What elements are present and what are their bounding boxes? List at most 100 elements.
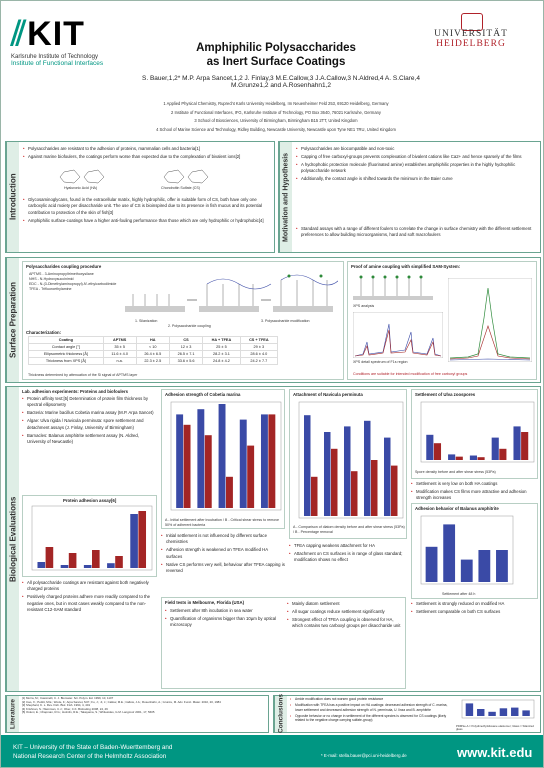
ulva-title: Settlement of Ulva zoospores: [415, 392, 476, 397]
author-list: S. Bauer,1,2* M.P. Arpa Sancet,1,2 J. Fi…: [142, 75, 420, 89]
navicula-title: Attachment of Navicula perminuta: [293, 392, 363, 397]
bar: [448, 454, 456, 460]
institute-name: Institute of Functional Interfaces: [11, 60, 104, 67]
bar: [324, 432, 331, 516]
kit-logo-block: ⫽KIT Karlsruhe Institute of Technology I…: [11, 15, 121, 67]
field-title: Field tests in Melbourne, Florida (USA): [165, 600, 245, 605]
bar: [477, 709, 485, 716]
protein-bullets: All polysaccharide coatings are resistan…: [22, 580, 157, 615]
bar: [107, 563, 115, 568]
field-list-right: Mainly diatom settlement All sugar coati…: [287, 601, 402, 631]
bar: [499, 708, 508, 716]
bar: [513, 426, 521, 460]
sam-diagram: [353, 275, 433, 300]
bar: [45, 547, 54, 568]
cobetia-bullets: Initial settlement is not influenced by …: [161, 533, 285, 576]
bar: [499, 448, 507, 460]
step-2: 2. Polysaccharide coupling: [168, 324, 211, 328]
affiliations: 1 Applied Physical Chemistry, Ruprecht K…: [156, 101, 396, 132]
bar: [68, 553, 77, 568]
balanus-box: Adhesion behavior of Balanus amphitrite …: [411, 503, 538, 599]
heidelberg-seal-icon: [461, 13, 483, 31]
conclusions-list: Amide modification does not worsen good …: [290, 697, 450, 724]
conclusions-tab: Conclusions: [274, 694, 287, 734]
lab-title: Lab. adhesion experiments: Proteins and …: [22, 389, 129, 394]
protein-title: Protein adhesion assay[6]: [63, 498, 117, 503]
conclusion-legend-note: PDMSe-A = Polydimethylsiloxane elastomer…: [456, 724, 534, 732]
lab-experiments: Lab. adhesion experiments: Proteins and …: [22, 389, 157, 499]
motivation-tab: Motivation and Hypothesis: [279, 142, 292, 252]
bar: [455, 456, 463, 460]
step-3: 3. Polysaccharide modification: [261, 319, 310, 323]
procedure-title: Polysaccharides coupling procedure: [26, 264, 102, 269]
bar: [138, 511, 147, 568]
conditions-note: Conditions are suitable for intended mod…: [353, 372, 468, 376]
motivation-list: Polysaccharides are biocompatible and no…: [296, 146, 538, 184]
xps-caption: XPS analysis: [353, 304, 375, 308]
poster-title: Amphiphilic Polysaccharides as Inert Sur…: [196, 42, 356, 68]
cobetia-caption: A - Initial settlement after incubation …: [165, 518, 280, 527]
bar: [83, 565, 92, 568]
bar: [511, 707, 519, 716]
bar: [92, 550, 100, 568]
ha-label: Hyaluronic Acid (HA): [64, 186, 98, 190]
cobetia-chart: [170, 401, 282, 511]
bar: [60, 565, 69, 568]
navicula-box: Attachment of Navicula perminuta A - Com…: [289, 389, 407, 539]
kit-logo: ⫽KIT: [11, 15, 85, 53]
bar: [521, 432, 529, 460]
bar: [311, 476, 318, 516]
characterization-table: Coating APTMS HA CS HA + TFEA CS + TFEA Conta…: [28, 336, 279, 365]
bar: [344, 426, 351, 516]
introduction-panel: Introduction Polysaccharides are resista…: [5, 141, 275, 253]
balanus-title: Adhesion behavior of Balanus amphitrite: [415, 506, 499, 511]
bar: [183, 424, 191, 508]
navicula-caption: A - Comparison of diatom density before …: [293, 525, 405, 534]
website-link[interactable]: www.kit.edu: [457, 745, 533, 760]
bar: [37, 562, 46, 568]
bar: [491, 437, 499, 460]
field-list: Settlement after 8th incubation in sea w…: [165, 608, 280, 630]
xps-f1s-chart: [448, 278, 532, 362]
bar: [130, 514, 138, 568]
introduction-tab: Introduction: [6, 142, 19, 252]
bar: [226, 476, 233, 508]
bar: [239, 419, 247, 508]
bar: [477, 457, 485, 460]
bar: [371, 460, 378, 516]
bar: [268, 414, 276, 508]
literature-list: [1] Morra, M.; Cassinelli, C. J. Biomate…: [22, 696, 221, 715]
bar: [218, 404, 226, 508]
literature-tab: Literature: [6, 696, 19, 732]
ulva-box: Settlement of Ulva zoospores Spore densi…: [411, 389, 538, 479]
navicula-chart: [298, 401, 404, 519]
field-chart: [461, 699, 535, 719]
characterization-title: Characterization:: [26, 330, 62, 335]
bar: [351, 471, 358, 516]
introduction-list-2: Glycosaminoglycans, found in the extrace…: [23, 197, 271, 226]
footer-text: KIT – University of the State of Baden-W…: [13, 744, 173, 760]
coupling-procedure-box: Polysaccharides coupling procedure APTMS…: [22, 261, 344, 380]
bar: [260, 414, 268, 508]
balanus-bullets: Settlement is strongly reduced on modifi…: [411, 601, 538, 617]
bar: [426, 434, 434, 460]
bar: [391, 465, 398, 516]
kit-subtitle: Karlsruhe Institute of Technology: [11, 54, 98, 60]
table-note: Thickness determined by attenuation of t…: [28, 373, 138, 377]
bar: [364, 420, 371, 516]
contact-email[interactable]: * E-mail: stella.bauer@pci.uni-heidelber…: [321, 753, 407, 758]
balanus-caption: Settlement after 48 h: [442, 592, 476, 596]
bar: [469, 455, 477, 460]
bar: [304, 415, 311, 516]
ulva-caption: Spore density before and after shear str…: [415, 470, 496, 474]
bar: [204, 435, 212, 508]
xps-title: Proof of amine coupling with simplified …: [351, 264, 461, 269]
bar: [443, 524, 456, 582]
lab-list: Protein affinity test:[5] Determination …: [22, 396, 157, 445]
balanus-chart: [420, 515, 514, 585]
cs-label: Chondroitin Sulfate (CS): [161, 186, 200, 190]
protein-assay-box: Protein adhesion assay[6]: [22, 495, 157, 577]
heidelberg-logo: UNIVERSITÄT HEIDELBERG: [434, 29, 508, 49]
xps-box: Proof of amine coupling with simplified …: [347, 261, 537, 380]
reagent-list: APTMS - 3-Aminopropyltrimethoxysilane NH…: [29, 272, 117, 291]
